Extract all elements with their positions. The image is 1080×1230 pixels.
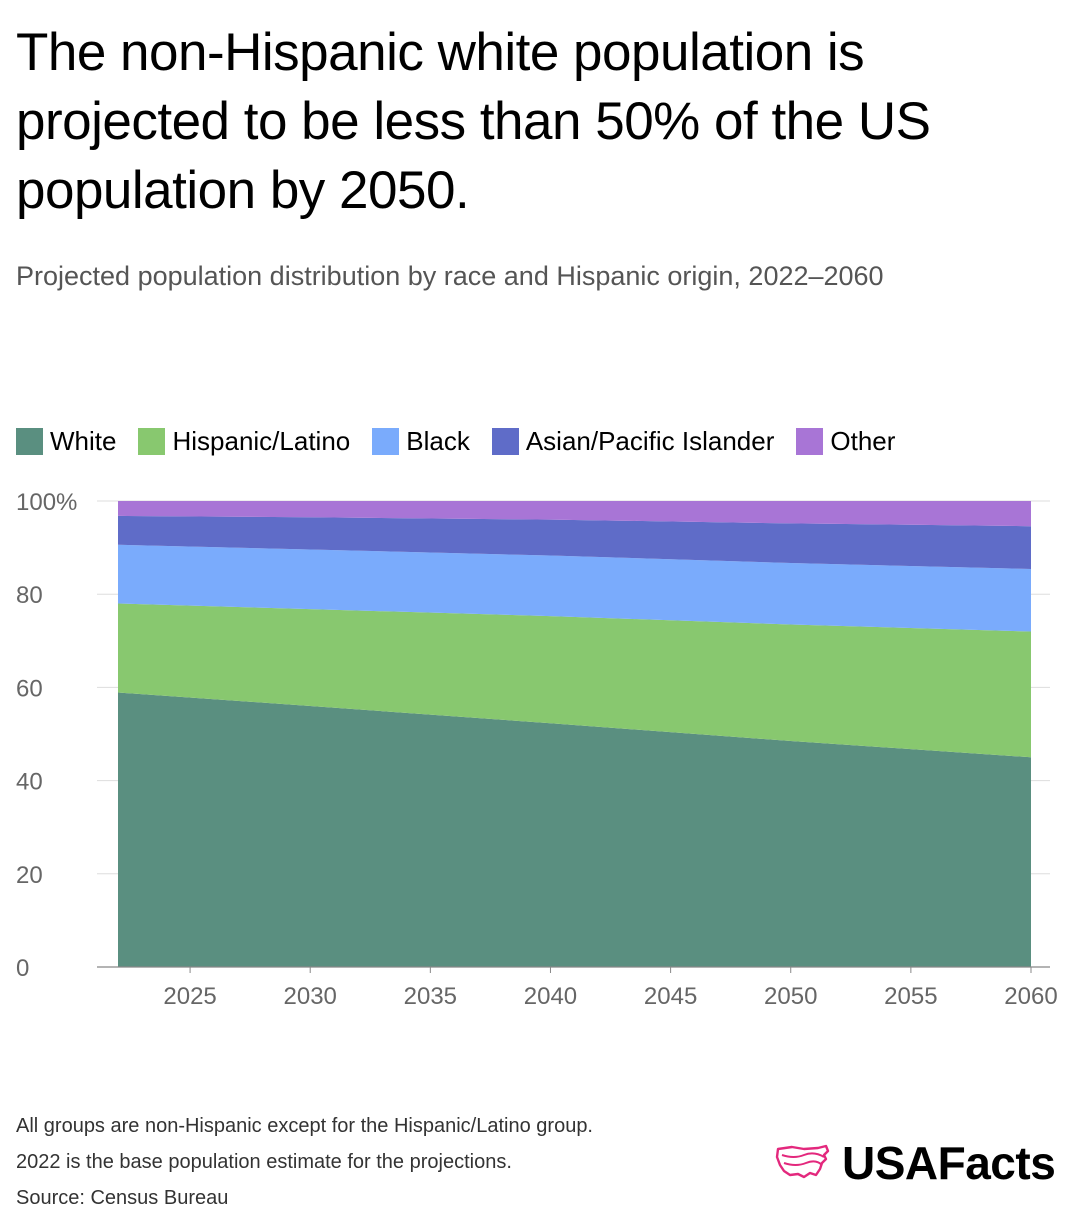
chart-subtitle: Projected population distribution by rac… (16, 261, 884, 291)
brand-name: USAFacts (842, 1137, 1056, 1189)
area-series-hispanic-latino (118, 603, 1031, 758)
area-series-black (118, 544, 1031, 632)
chart-legend: White Hispanic/Latino Black Asian/Pacifi… (16, 426, 917, 457)
y-tick-label-60: 60 (16, 675, 43, 702)
legend-label-black: Black (406, 426, 470, 456)
legend-label-white: White (50, 426, 117, 456)
chart-title: The non-Hispanic white population is pro… (16, 23, 931, 220)
x-tick-label-2045: 2045 (644, 983, 697, 1010)
y-tick-label-0: 0 (16, 955, 29, 982)
y-tick-label-40: 40 (16, 769, 43, 796)
x-tick-label-2035: 2035 (404, 983, 457, 1010)
y-tick-label-80: 80 (16, 582, 43, 609)
legend-swatch-hispanic (138, 428, 166, 455)
x-tick-label-2055: 2055 (884, 983, 937, 1010)
x-tick-label-2050: 2050 (764, 983, 817, 1010)
x-tick-label-2040: 2040 (524, 983, 577, 1010)
x-tick-label-2025: 2025 (163, 983, 216, 1010)
area-series-group (118, 501, 1031, 967)
area-series-other (118, 501, 1031, 527)
footnote-hispanic: All groups are non-Hispanic except for t… (16, 1115, 593, 1137)
x-tick-label-2030: 2030 (284, 983, 337, 1010)
chart-footer: All groups are non-Hispanic except for t… (16, 1108, 593, 1216)
legend-item-asian: Asian/Pacific Islander (491, 426, 775, 457)
area-series-white (118, 692, 1031, 967)
legend-swatch-other (796, 428, 824, 455)
usafacts-logo: USAFacts (774, 1136, 1056, 1190)
legend-item-black: Black (372, 426, 470, 457)
legend-swatch-white (16, 428, 43, 455)
legend-label-hispanic: Hispanic/Latino (172, 426, 351, 456)
source-note: Source: Census Bureau (16, 1187, 229, 1209)
legend-item-hispanic: Hispanic/Latino (138, 426, 350, 457)
area-series-asian-pacific-islander (118, 515, 1031, 569)
legend-item-white: White (16, 426, 116, 457)
legend-label-other: Other (830, 426, 896, 456)
y-tick-label-20: 20 (16, 862, 43, 889)
legend-label-asian: Asian/Pacific Islander (525, 426, 775, 456)
x-tick-label-2060: 2060 (1004, 983, 1057, 1010)
footnote-base-year: 2022 is the base population estimate for… (16, 1151, 512, 1173)
legend-item-other: Other (796, 426, 895, 457)
legend-swatch-asian (491, 428, 519, 455)
y-tick-label-100: 100% (16, 489, 77, 516)
usa-map-icon (775, 1144, 830, 1179)
legend-swatch-black (372, 428, 400, 455)
